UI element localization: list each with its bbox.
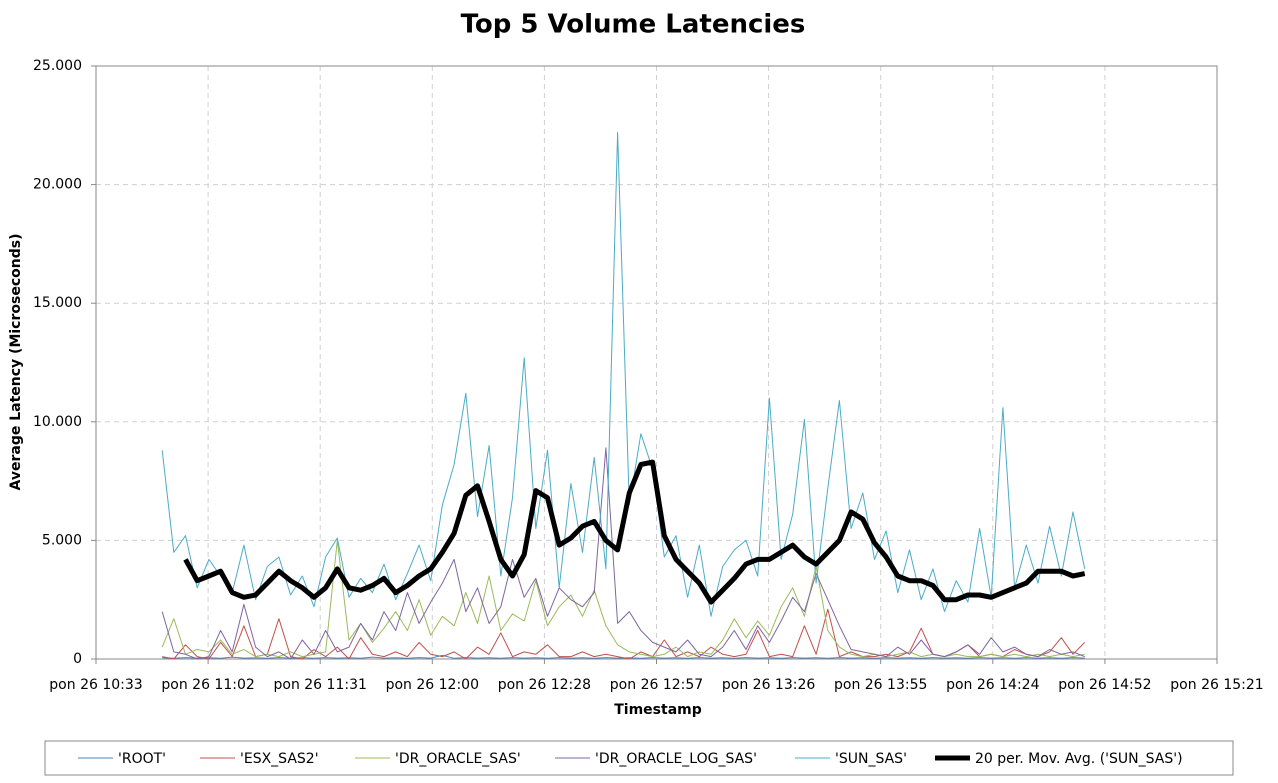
x-tick-label: pon 26 10:33 [49,677,142,693]
series-line [161,131,1086,617]
x-tick-label: pon 26 12:00 [386,677,479,693]
legend-label: 20 per. Mov. Avg. ('SUN_SAS') [975,751,1183,767]
y-tick-label: 0 [73,651,82,667]
x-axis-title: Timestamp [614,702,702,718]
series-line [161,447,1085,660]
plot-frame [95,65,1218,660]
x-tick-label: pon 26 15:21 [1170,677,1263,693]
series-line [161,539,1085,658]
x-tick-label: pon 26 13:26 [722,677,815,693]
y-tick-label: 15.000 [33,295,82,311]
legend-box [44,740,1234,776]
x-tick-label: pon 26 14:24 [946,677,1039,693]
legend-label: 'DR_ORACLE_SAS' [395,751,521,767]
y-tick-label: 20.000 [33,177,82,193]
x-tick-label: pon 26 13:55 [834,677,927,693]
y-tick-label: 5.000 [42,532,82,548]
y-tick-label: 25.000 [33,58,82,74]
y-axis-title: Average Latency (Microseconds) [8,234,24,491]
y-tick-label: 10.000 [33,414,82,430]
x-tick-label: pon 26 11:31 [274,677,367,693]
x-tick-label: pon 26 14:52 [1058,677,1151,693]
series-line [183,459,1086,605]
legend-label: 'SUN_SAS' [835,751,907,767]
x-tick-label: pon 26 12:57 [610,677,703,693]
chart-title: Top 5 Volume Latencies [461,10,806,40]
legend-label: 'ROOT' [118,751,166,767]
series-line [162,608,1086,660]
legend-label: 'ESX_SAS2' [240,751,319,767]
x-tick-label: pon 26 11:02 [161,677,254,693]
x-tick-label: pon 26 12:28 [498,677,591,693]
legend-label: 'DR_ORACLE_LOG_SAS' [595,751,757,767]
